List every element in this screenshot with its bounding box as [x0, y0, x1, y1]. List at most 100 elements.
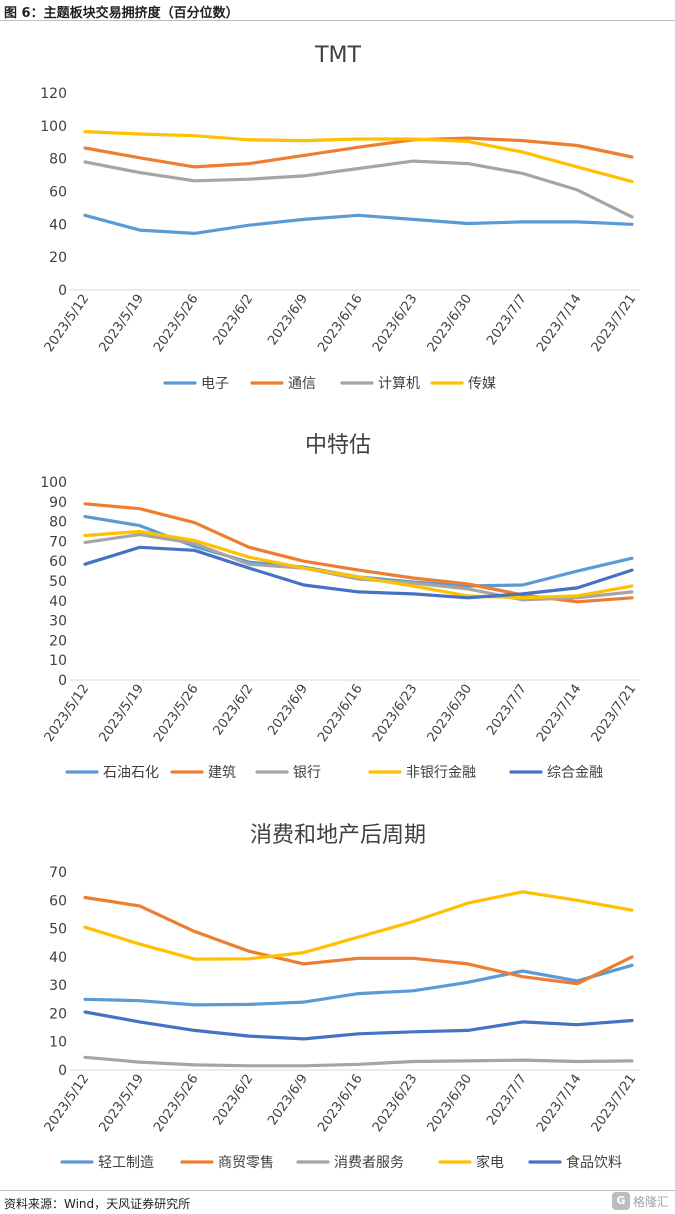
y-tick-label: 40 — [49, 217, 67, 233]
x-tick-label: 2023/7/21 — [589, 1072, 640, 1135]
legend-label: 综合金融 — [547, 765, 603, 781]
x-tick-label: 2023/6/23 — [370, 682, 421, 745]
y-tick-label: 90 — [49, 495, 67, 511]
series-line — [83, 130, 634, 184]
series-line — [83, 545, 634, 600]
y-tick-label: 10 — [49, 653, 67, 669]
source-divider — [0, 1190, 675, 1191]
series-line — [83, 895, 634, 986]
x-tick-label: 2023/6/2 — [211, 682, 257, 738]
x-tick-label: 2023/7/7 — [484, 1072, 530, 1128]
y-tick-label: 100 — [40, 119, 67, 135]
title-divider — [0, 20, 675, 21]
x-tick-label: 2023/5/12 — [42, 292, 93, 355]
legend-label: 消费者服务 — [334, 1155, 404, 1171]
legend-label: 石油石化 — [103, 765, 159, 781]
source-note: 资料来源：Wind，天风证券研究所 — [4, 1197, 191, 1211]
series-line — [83, 1010, 634, 1041]
legend-label: 通信 — [288, 376, 316, 392]
legend-label: 食品饮料 — [566, 1154, 622, 1171]
watermark-text: 格隆汇 — [632, 1194, 669, 1209]
legend-label: 家电 — [476, 1154, 504, 1171]
watermark: G 格隆汇 — [611, 1192, 669, 1210]
x-tick-label: 2023/6/9 — [265, 292, 311, 348]
x-tick-label: 2023/5/19 — [96, 1072, 147, 1135]
series-line — [83, 213, 634, 235]
x-tick-label: 2023/5/26 — [151, 682, 202, 745]
x-tick-label: 2023/6/2 — [211, 1072, 257, 1128]
series-line — [83, 502, 634, 604]
x-tick-label: 2023/5/19 — [96, 292, 147, 355]
y-tick-label: 20 — [49, 1006, 67, 1022]
y-tick-label: 0 — [58, 283, 67, 299]
y-tick-label: 60 — [49, 185, 67, 201]
y-tick-label: 20 — [49, 250, 67, 266]
series-line — [83, 532, 634, 602]
chart-title: 消费和地产后周期 — [250, 823, 426, 848]
figure-title: 图 6：主题板块交易拥挤度（百分位数） — [4, 6, 239, 21]
y-tick-label: 100 — [40, 475, 67, 491]
series-line — [83, 890, 634, 961]
x-tick-label: 2023/7/14 — [534, 292, 585, 355]
x-tick-label: 2023/6/2 — [211, 292, 257, 348]
series-line — [83, 136, 634, 169]
x-tick-label: 2023/6/9 — [265, 682, 311, 738]
y-tick-label: 40 — [49, 594, 67, 610]
y-tick-label: 30 — [49, 978, 67, 994]
x-tick-label: 2023/5/12 — [42, 682, 93, 745]
y-tick-label: 10 — [49, 1035, 67, 1051]
x-tick-label: 2023/7/21 — [589, 682, 640, 745]
x-tick-label: 2023/6/23 — [370, 1072, 421, 1135]
series-line — [83, 963, 634, 1007]
legend-label: 轻工制造 — [98, 1155, 154, 1171]
x-tick-label: 2023/6/16 — [315, 1072, 366, 1135]
y-tick-label: 50 — [49, 574, 67, 590]
x-tick-label: 2023/6/23 — [370, 292, 421, 355]
y-tick-label: 60 — [49, 554, 67, 570]
legend-label: 银行 — [293, 765, 321, 781]
x-tick-label: 2023/6/16 — [315, 292, 366, 355]
x-tick-label: 2023/7/7 — [484, 682, 530, 738]
x-tick-label: 2023/6/30 — [425, 682, 476, 745]
chart-3: 消费和地产后周期 0 10 20 30 40 50 60 70 2023/5/12 2023/5/1… — [42, 823, 640, 1171]
x-tick-label: 2023/6/30 — [425, 1072, 476, 1135]
x-tick-label: 2023/6/9 — [265, 1072, 311, 1128]
series-line — [83, 159, 634, 219]
y-tick-label: 30 — [49, 614, 67, 630]
watermark-logo-icon: G — [611, 1192, 630, 1210]
y-tick-label: 120 — [40, 86, 67, 102]
legend-label: 传媒 — [468, 376, 496, 392]
y-tick-label: 0 — [58, 1063, 67, 1079]
legend-label: 电子 — [201, 376, 229, 392]
x-tick-label: 2023/6/30 — [425, 292, 476, 355]
x-tick-label: 2023/7/14 — [534, 682, 585, 745]
y-tick-label: 80 — [49, 152, 67, 168]
series-line — [83, 529, 634, 600]
y-tick-label: 70 — [49, 534, 67, 550]
y-tick-label: 40 — [49, 950, 67, 966]
legend-label: 非银行金融 — [406, 765, 476, 781]
y-tick-label: 0 — [58, 673, 67, 689]
x-tick-label: 2023/7/21 — [589, 292, 640, 355]
x-tick-label: 2023/7/7 — [484, 292, 530, 348]
legend-label: 计算机 — [378, 376, 420, 392]
y-tick-label: 70 — [49, 865, 67, 881]
y-tick-label: 80 — [49, 515, 67, 531]
x-tick-label: 2023/7/14 — [534, 1072, 585, 1135]
x-tick-label: 2023/5/26 — [151, 292, 202, 355]
y-tick-label: 50 — [49, 922, 67, 938]
x-tick-label: 2023/5/19 — [96, 682, 147, 745]
y-tick-label: 60 — [49, 893, 67, 909]
chart-title: 中特估 — [305, 433, 371, 458]
x-tick-label: 2023/5/12 — [42, 1072, 93, 1135]
legend-label: 商贸零售 — [218, 1155, 274, 1171]
y-tick-label: 20 — [49, 633, 67, 649]
legend-label: 建筑 — [208, 765, 236, 781]
chart-title: TMT — [314, 43, 361, 68]
x-tick-label: 2023/5/26 — [151, 1072, 202, 1135]
x-tick-label: 2023/6/16 — [315, 682, 366, 745]
series-line — [83, 1055, 634, 1068]
